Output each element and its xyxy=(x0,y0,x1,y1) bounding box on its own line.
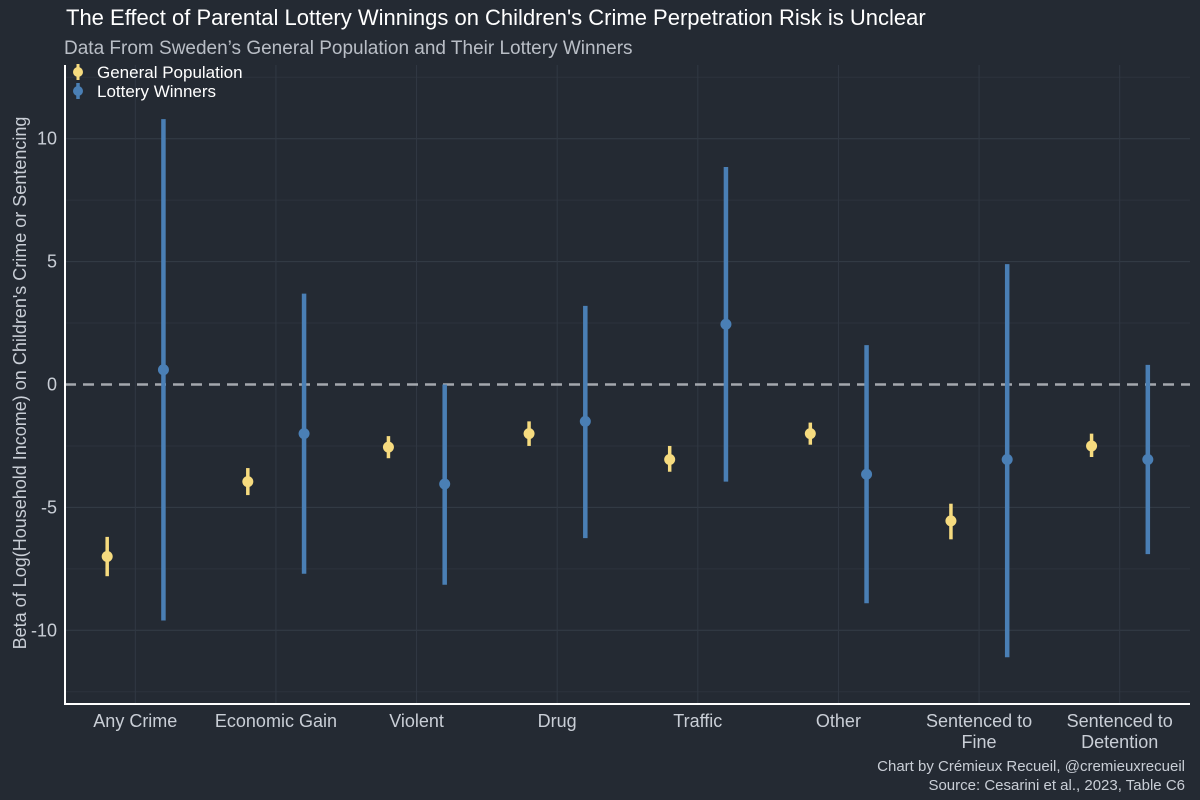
legend-key-point xyxy=(73,86,83,96)
data-point xyxy=(242,476,254,488)
x-tick-label: Other xyxy=(816,711,861,731)
x-tick-label-line: Traffic xyxy=(673,711,722,731)
y-axis-label: Beta of Log(Household Income) on Childre… xyxy=(10,117,30,650)
data-point xyxy=(157,364,169,376)
data-point xyxy=(804,428,816,440)
x-tick-label-line: Sentenced to xyxy=(1067,711,1173,731)
data-point xyxy=(861,468,873,480)
x-tick-label-line: Detention xyxy=(1081,732,1158,752)
data-point xyxy=(1001,453,1013,465)
caption-line: Source: Cesarini et al., 2023, Table C6 xyxy=(928,777,1185,794)
x-tick-labels: Any Crime Economic Gain Violent Drug Traffic… xyxy=(93,711,1172,752)
data-marks xyxy=(101,119,1154,658)
data-point xyxy=(298,428,310,440)
data-point xyxy=(720,318,732,330)
x-tick-label: Drug xyxy=(538,711,577,731)
data-point xyxy=(945,515,957,527)
x-tick-label: Sentenced to Detention xyxy=(1067,711,1173,752)
x-tick-label-line: Other xyxy=(816,711,861,731)
legend-label: General Population xyxy=(97,63,243,82)
data-point xyxy=(523,428,535,440)
x-tick-label: Sentenced to Fine xyxy=(926,711,1032,752)
x-tick-label: Violent xyxy=(389,711,444,731)
x-tick-label-line: Fine xyxy=(962,732,997,752)
x-tick-label: Any Crime xyxy=(93,711,177,731)
data-point xyxy=(382,441,394,453)
y-tick-label: 0 xyxy=(47,375,57,395)
plot-axes xyxy=(64,65,1190,705)
caption-line: Chart by Crémieux Recueil, @cremieuxrecu… xyxy=(877,758,1185,775)
data-point xyxy=(579,415,591,427)
chart-caption: Chart by Crémieux Recueil, @cremieuxrecu… xyxy=(877,758,1185,794)
data-point xyxy=(1142,453,1154,465)
y-tick-labels: -10 -5 0 5 10 xyxy=(31,129,57,641)
chart-subtitle: Data From Sweden’s General Population an… xyxy=(64,38,633,59)
data-point xyxy=(101,551,113,563)
data-point xyxy=(664,453,676,465)
y-tick-label: -5 xyxy=(41,497,57,517)
x-tick-label-line: Drug xyxy=(538,711,577,731)
chart-title: The Effect of Parental Lottery Winnings … xyxy=(66,5,926,30)
x-tick-label-line: Sentenced to xyxy=(926,711,1032,731)
x-tick-label: Traffic xyxy=(673,711,722,731)
legend-key-point xyxy=(73,67,83,77)
plot-grid xyxy=(65,65,1190,704)
y-tick-label: 10 xyxy=(37,129,57,149)
x-tick-label-line: Any Crime xyxy=(93,711,177,731)
y-tick-label: -10 xyxy=(31,620,57,640)
data-point xyxy=(439,478,451,490)
legend-label: Lottery Winners xyxy=(97,82,216,101)
data-point xyxy=(1086,440,1098,452)
x-tick-label: Economic Gain xyxy=(215,711,337,731)
x-tick-label-line: Economic Gain xyxy=(215,711,337,731)
y-tick-label: 5 xyxy=(47,252,57,272)
x-tick-label-line: Violent xyxy=(389,711,444,731)
